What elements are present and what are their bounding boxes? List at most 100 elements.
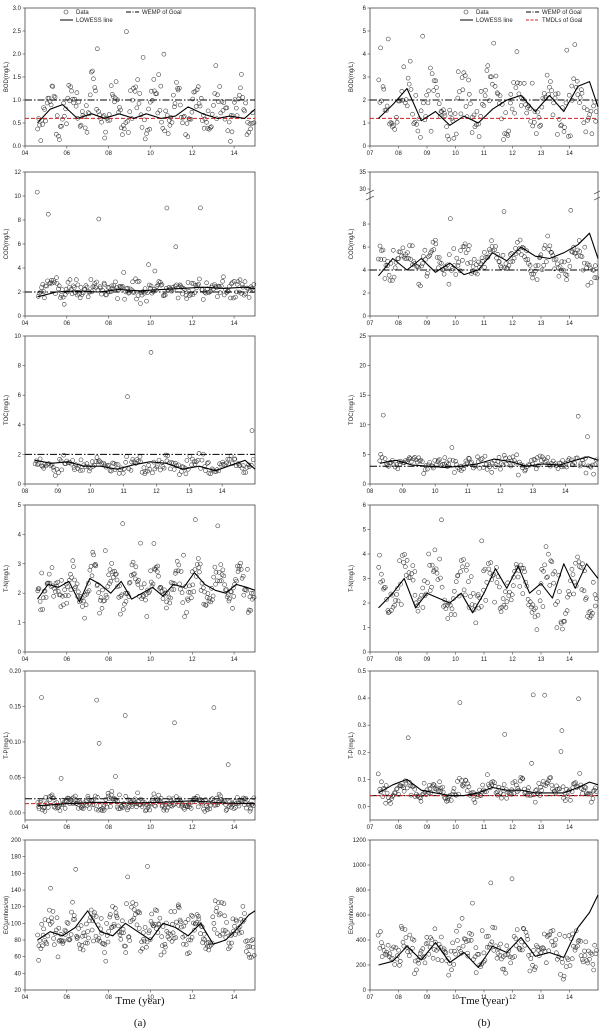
- data-point: [560, 626, 565, 632]
- data-point: [188, 937, 193, 943]
- y-tick-label: 4: [18, 266, 22, 272]
- data-point: [461, 466, 466, 472]
- data-point: [448, 612, 454, 617]
- data-point: [560, 960, 565, 965]
- y-tick-label: 0.10: [9, 740, 21, 746]
- data-point: [542, 562, 547, 568]
- y-tick-label: 8: [363, 222, 367, 228]
- data-point: [84, 103, 89, 108]
- data-point: [485, 63, 491, 68]
- axis-break-mark: [593, 190, 600, 195]
- data-point: [379, 954, 385, 959]
- x-tick-label: 11: [481, 995, 488, 1001]
- data-point: [104, 595, 110, 600]
- data-point: [441, 946, 447, 952]
- data-point: [249, 462, 254, 468]
- data-point: [79, 943, 85, 948]
- data-point: [388, 801, 393, 806]
- data-point: [192, 290, 197, 296]
- data-point: [523, 257, 529, 262]
- data-point: [460, 564, 465, 570]
- data-point: [482, 250, 487, 255]
- data-point: [468, 260, 473, 265]
- data-point: [379, 779, 384, 785]
- data-point: [463, 104, 469, 109]
- data-point: [168, 466, 173, 472]
- data-point: [102, 135, 107, 141]
- data-point: [460, 783, 466, 789]
- data-point: [211, 574, 216, 580]
- data-point: [168, 595, 173, 601]
- data-point: [40, 943, 45, 949]
- data-point: [207, 289, 212, 295]
- data-point: [91, 938, 96, 944]
- data-point: [452, 111, 458, 116]
- data-point: [201, 585, 206, 591]
- data-point: [148, 919, 154, 924]
- data-point: [67, 937, 73, 942]
- y-tick-label: 2: [18, 452, 22, 458]
- data-point: [546, 551, 551, 557]
- data-point: [550, 928, 556, 933]
- data-point: [478, 457, 484, 462]
- data-point: [111, 924, 116, 929]
- data-point: [583, 129, 589, 135]
- y-tick-label: 0.3: [358, 723, 367, 729]
- data-point: [434, 85, 439, 90]
- data-point: [183, 942, 189, 947]
- data-point: [96, 590, 101, 595]
- data-point: [131, 572, 136, 577]
- data-point: [535, 109, 540, 115]
- data-point: [127, 286, 133, 292]
- y-tick-label: 4: [363, 52, 367, 58]
- data-point: [225, 592, 231, 598]
- data-point: [517, 237, 523, 243]
- data-point: [217, 290, 223, 295]
- data-point: [57, 803, 62, 808]
- data-point: [586, 262, 592, 268]
- data-point: [218, 793, 223, 799]
- data-point: [53, 473, 58, 478]
- data-point: [577, 463, 583, 469]
- data-point: [210, 914, 216, 920]
- x-tick-label: 12: [153, 489, 160, 495]
- data-point: [522, 254, 527, 259]
- data-point: [412, 569, 418, 574]
- data-point: [109, 792, 114, 798]
- data-point: [145, 127, 150, 133]
- data-point: [155, 563, 160, 569]
- data-point: [231, 806, 237, 811]
- data-point: [46, 918, 51, 923]
- data-point: [475, 794, 480, 799]
- x-tick-label: 06: [63, 995, 70, 1001]
- data-point: [249, 121, 255, 126]
- data-point: [427, 253, 433, 258]
- data-point: [146, 106, 151, 112]
- data-point: [450, 940, 455, 946]
- data-point: [124, 901, 129, 906]
- data-point: [208, 125, 213, 130]
- data-point: [466, 605, 472, 610]
- y-tick-label: 2: [18, 591, 22, 597]
- data-point: [62, 927, 68, 933]
- data-point: [458, 569, 463, 574]
- data-point: [380, 944, 386, 949]
- data-point: [189, 595, 194, 601]
- data-point: [235, 563, 240, 569]
- data-point: [509, 792, 514, 797]
- data-point: [376, 565, 381, 570]
- data-point: [571, 244, 576, 250]
- data-point: [428, 128, 434, 134]
- y-axis-label: COD(mg/L): [349, 229, 355, 260]
- data-point: [123, 943, 128, 949]
- x-tick-label: 10: [452, 995, 459, 1001]
- data-point: [209, 124, 214, 130]
- data-point: [427, 563, 432, 568]
- data-point: [251, 595, 257, 600]
- data-point: [196, 101, 202, 106]
- data-point: [98, 916, 104, 921]
- data-point: [92, 910, 97, 915]
- data-point: [375, 932, 381, 938]
- data-point: [457, 700, 463, 705]
- data-point: [422, 247, 428, 253]
